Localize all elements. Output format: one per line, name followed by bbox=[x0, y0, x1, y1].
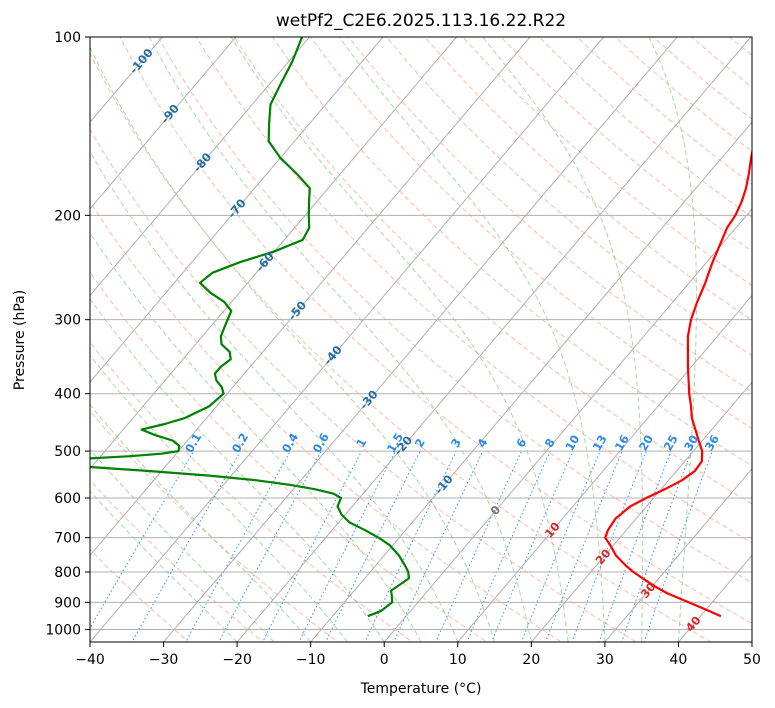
y-tick-label: 300 bbox=[54, 313, 81, 329]
y-tick-label: 200 bbox=[54, 208, 81, 224]
moist-adiabat bbox=[90, 46, 496, 642]
isotherm-line bbox=[90, 37, 164, 123]
y-tick-label: 600 bbox=[54, 491, 81, 507]
temperature-line bbox=[604, 147, 752, 618]
x-tick-label: 30 bbox=[596, 652, 614, 668]
axes: −40 −30 −20 −10 0 10 20 30 40 50 1000 900 800 700 600 5… bbox=[45, 30, 761, 668]
x-tick-label: 10 bbox=[449, 652, 467, 668]
dry-adiabat bbox=[90, 479, 265, 642]
mixing-ratio-label: 30 bbox=[681, 432, 701, 453]
dry-adiabat bbox=[90, 410, 339, 642]
x-tick-label: −30 bbox=[149, 652, 179, 668]
moist-adiabat bbox=[338, 37, 606, 642]
isotherm-line bbox=[530, 381, 752, 642]
dry-adiabat bbox=[90, 200, 563, 642]
x-tick-label: 0 bbox=[380, 652, 389, 668]
isotherm-line bbox=[162, 37, 678, 642]
moist-adiabat bbox=[90, 490, 238, 642]
x-tick-label: 40 bbox=[670, 652, 688, 668]
dry-adiabat bbox=[90, 341, 414, 642]
isotherm-line bbox=[90, 37, 531, 557]
moist-adiabat bbox=[230, 37, 569, 642]
dry-adiabat bbox=[90, 52, 712, 642]
chart-title: wetPf2_C2E6.2025.113.16.22.R22 bbox=[276, 11, 566, 31]
y-tick-label: 400 bbox=[54, 387, 81, 403]
dry-adiabat bbox=[90, 128, 638, 642]
x-tick-label: 20 bbox=[522, 652, 540, 668]
dry-adiabat bbox=[157, 37, 752, 584]
isotherm-line bbox=[90, 37, 605, 642]
dewpoint-line bbox=[90, 37, 410, 618]
isotherm-line bbox=[90, 37, 237, 210]
x-tick-label: −20 bbox=[222, 652, 252, 668]
dry-adiabat bbox=[424, 37, 752, 321]
moist-adiabat bbox=[482, 37, 644, 642]
x-tick-label: 50 bbox=[743, 652, 761, 668]
mixing-ratio-label: 20 bbox=[636, 432, 656, 453]
isotherm-line bbox=[90, 37, 311, 297]
isotherm-line bbox=[236, 37, 752, 642]
dry-adiabat bbox=[195, 37, 752, 544]
mixing-ratio-label: 25 bbox=[661, 432, 681, 453]
mixing-ratio-label: 36 bbox=[702, 432, 722, 453]
x-axis-label: Temperature (°C) bbox=[360, 681, 482, 697]
isotherm-line bbox=[90, 37, 384, 383]
y-tick-label: 700 bbox=[54, 531, 81, 547]
plot-frame bbox=[89, 36, 753, 643]
y-axis-label: Pressure (hPa) bbox=[12, 290, 28, 390]
dry-adiabat bbox=[90, 271, 488, 642]
isotherm-line bbox=[457, 294, 752, 642]
mixing-ratio-label: 16 bbox=[612, 432, 632, 453]
y-tick-label: 800 bbox=[54, 565, 81, 581]
mixing-ratio-label: 10 bbox=[562, 432, 582, 453]
y-tick-label: 100 bbox=[54, 30, 81, 46]
dry-adiabat bbox=[119, 37, 752, 624]
data-series bbox=[90, 37, 752, 618]
dry-adiabat bbox=[385, 37, 752, 357]
isotherm-line bbox=[604, 467, 752, 642]
moist-adiabat bbox=[90, 448, 275, 642]
moist-adiabat bbox=[90, 354, 348, 642]
isotherm-line bbox=[90, 37, 458, 470]
mixing-ratio-label: 13 bbox=[590, 432, 610, 453]
isotherm-line bbox=[383, 208, 752, 642]
y-tick-label: 500 bbox=[54, 444, 81, 460]
moist-adiabat bbox=[90, 298, 385, 642]
x-tick-label: −40 bbox=[75, 652, 105, 668]
dry-adiabat bbox=[271, 37, 752, 467]
moist-adiabat bbox=[90, 150, 459, 642]
background-lines bbox=[90, 37, 752, 642]
dry-adiabat bbox=[347, 37, 752, 393]
y-tick-label: 1000 bbox=[45, 622, 81, 638]
x-tick-label: −10 bbox=[296, 652, 326, 668]
y-tick-label: 900 bbox=[54, 595, 81, 611]
dry-adiabat bbox=[462, 37, 752, 287]
dry-adiabat bbox=[233, 37, 752, 505]
dry-adiabat bbox=[90, 548, 190, 642]
moist-adiabat bbox=[148, 37, 532, 642]
